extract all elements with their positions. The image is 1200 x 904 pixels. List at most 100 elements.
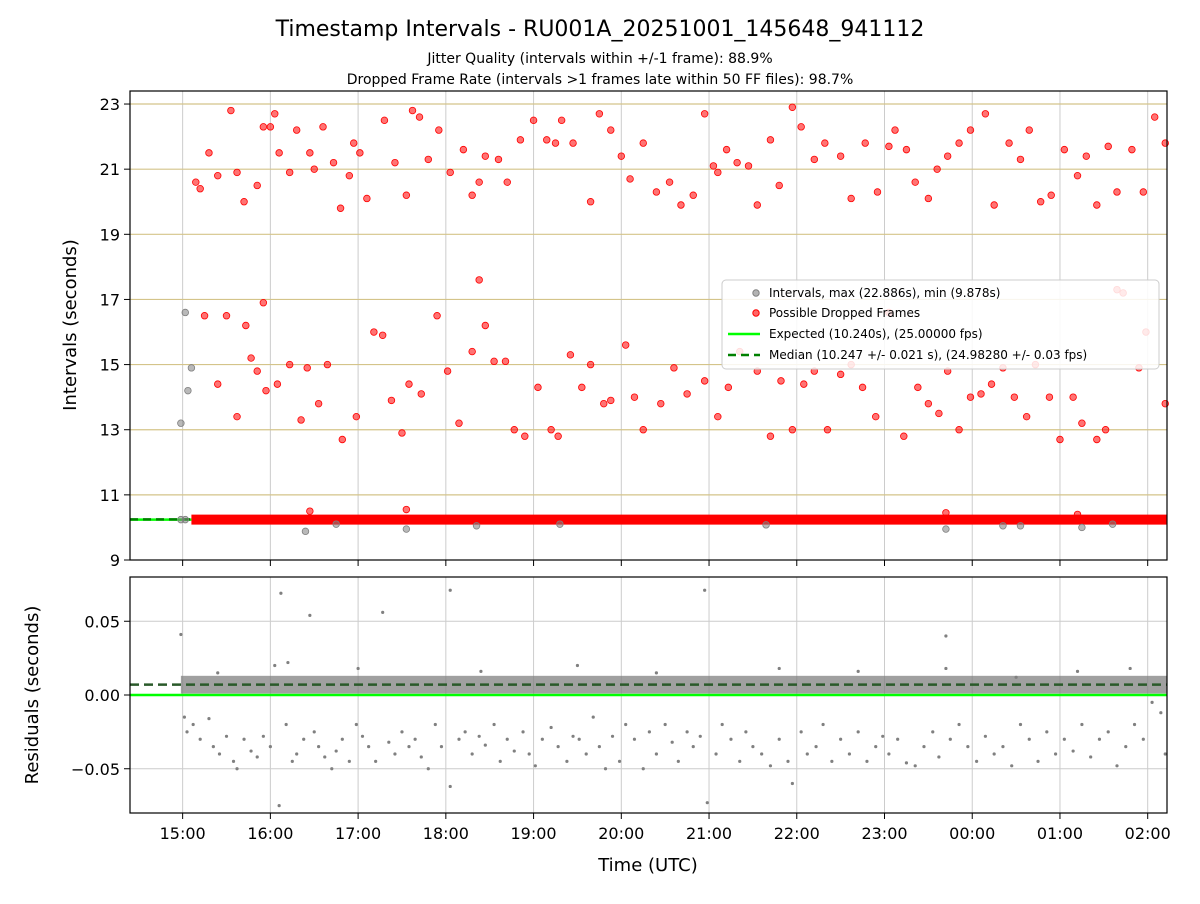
residual-point [286,660,290,665]
residual-point [1045,730,1049,734]
dropped-frame-point [405,380,413,388]
dropped-frame-point [417,390,425,398]
dropped-frame-point [955,426,963,434]
dropped-frame-point [935,409,943,418]
residual-point [1124,745,1128,749]
legend-dropped-label: Possible Dropped Frames [769,306,920,320]
dropped-frame-point [733,158,741,167]
residual-point [575,663,580,668]
residual-point [277,804,281,808]
residual-point [387,740,391,744]
dropped-frame-point [586,360,595,369]
interval-point [181,308,189,317]
top-y-tick-label: 13 [100,421,120,440]
residual-point [479,669,483,674]
dropped-frame-point [266,123,275,131]
dropped-frame-point [214,380,222,388]
x-tick-label: 16:00 [247,824,293,843]
interval-point [999,522,1007,530]
residual-point [931,730,935,734]
dropped-frame-point [700,377,709,385]
residual-point [632,737,637,741]
dropped-frame-point [797,123,805,131]
interval-point [472,522,481,530]
bottom-y-tick-label: −0.05 [71,760,120,779]
dropped-frame-point [873,188,882,196]
dropped-frame-point [408,106,417,115]
dropped-frame-point [285,360,294,369]
dropped-frame-point [292,126,301,134]
dropped-frame-point [800,380,808,388]
residual-point [347,759,351,763]
residual-point [647,730,651,734]
residual-point [738,759,742,763]
dropped-frame-point [744,162,753,170]
residual-point [512,749,516,753]
interval-point [301,527,310,536]
dropped-frame-point [1069,393,1077,401]
interval-point [402,525,411,533]
dropped-frame-point [247,354,255,362]
top-y-axis-label: Intervals (seconds) [60,239,81,411]
residual-point [407,745,411,749]
dropped-frame-point [566,351,575,359]
residual-point [521,730,525,734]
residual-point [856,669,860,674]
dropped-frame-point [578,383,586,392]
residual-point [317,745,321,749]
residual-point [354,722,358,727]
residual-point [856,730,860,734]
residual-point [433,722,437,727]
residual-point [191,722,195,727]
dropped-frame-point [1093,201,1101,209]
residual-point [308,613,312,617]
dropped-frame-point [977,390,985,398]
dropped-frame-point [639,139,647,147]
dropped-frame-point [378,331,387,339]
x-tick-label: 00:00 [949,824,995,843]
dropped-frame-point [902,145,911,154]
dropped-frame-point [501,357,510,366]
x-tick-label: 19:00 [511,824,557,843]
dropped-frame-point [630,393,639,401]
dropped-frame-point [350,139,358,147]
residual-point [279,591,283,595]
dropped-frame-point [336,204,345,212]
dropped-frame-point [1082,152,1090,160]
dropped-frame-point [468,347,476,356]
x-tick-label: 01:00 [1037,824,1083,843]
dropped-frame-point [914,383,922,392]
dropped-frame-point [966,126,975,134]
residual-point [814,745,818,749]
dropped-frame-point [1022,412,1031,421]
dropped-frame-point [253,181,261,190]
residual-point [470,752,474,756]
dropped-frame-point [617,152,626,160]
x-tick-label: 21:00 [686,824,732,843]
dropped-frame-point [534,383,542,392]
residual-point [966,745,970,749]
dropped-frame-point [595,110,604,118]
dropped-frame-point [1016,155,1025,164]
residual-point [249,749,253,753]
dropped-frame-point [990,201,998,209]
dropped-frame-point [847,194,855,203]
dropped-frame-point [521,432,529,440]
legend-intervals-label: Intervals, max (22.886s), min (9.878s) [769,286,1000,300]
dropped-frame-point [319,123,327,131]
residual-point [676,759,680,763]
dropped-frame-point [468,191,476,199]
residual-point [1106,730,1110,734]
dropped-frame-point [714,412,722,421]
residual-point [1071,749,1075,753]
residual-point [419,755,423,759]
residual-point [290,759,294,763]
residual-point [261,734,265,738]
residual-point [242,737,246,741]
residual-point [492,722,496,727]
dropped-frame-point [1151,113,1159,121]
dropped-frame-point [657,399,665,408]
interval-point [187,364,196,372]
